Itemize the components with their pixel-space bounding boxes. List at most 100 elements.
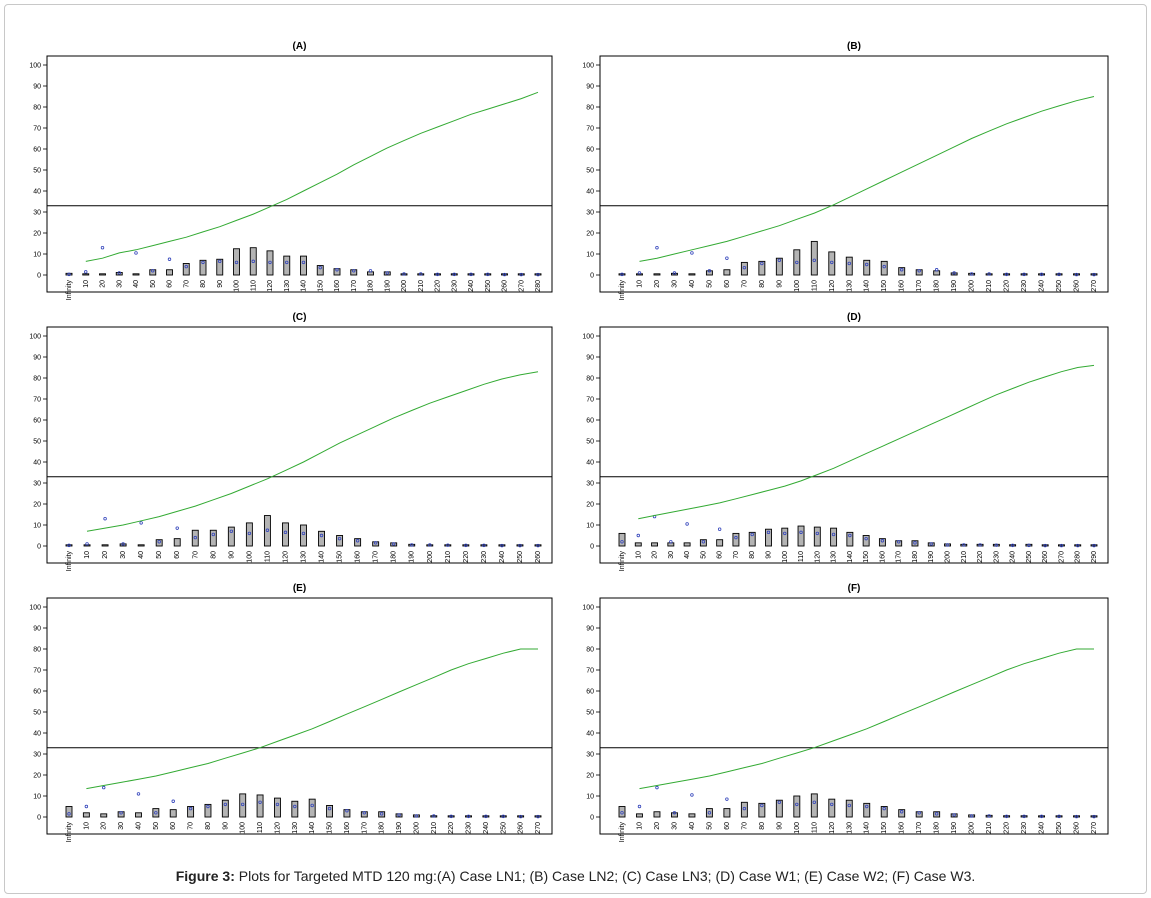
bar xyxy=(115,272,123,276)
x-tick-label: 60 xyxy=(170,822,177,830)
marker-point xyxy=(1059,543,1064,548)
caption-label: Figure 3: xyxy=(175,868,235,884)
marker-point xyxy=(900,268,904,272)
x-tick-label: 100 xyxy=(794,280,801,292)
bar xyxy=(1055,273,1063,276)
y-tick-label: 40 xyxy=(33,731,41,738)
x-tick-label: 160 xyxy=(899,280,906,292)
marker-point xyxy=(432,814,436,818)
marker-point xyxy=(672,811,677,815)
marker-point xyxy=(1076,543,1080,548)
marker-point xyxy=(188,806,193,811)
marker-point xyxy=(218,259,222,264)
marker-point xyxy=(1010,543,1015,548)
bar xyxy=(1003,815,1011,818)
marker-point xyxy=(830,260,834,265)
bar xyxy=(911,540,919,547)
marker-point xyxy=(1004,814,1009,819)
marker-point xyxy=(669,540,673,544)
x-tick-label: 120 xyxy=(814,551,821,563)
bar xyxy=(209,529,217,547)
x-tick-label: 260 xyxy=(1074,822,1081,834)
marker-point xyxy=(620,272,624,277)
marker-point xyxy=(335,268,339,272)
x-tick-label: 240 xyxy=(499,551,506,563)
marker-point xyxy=(486,272,490,277)
bar xyxy=(670,812,678,818)
marker-point xyxy=(337,536,342,541)
x-tick-label: 260 xyxy=(535,551,542,563)
y-tick-label: 90 xyxy=(33,84,41,91)
x-tick-label: 70 xyxy=(741,822,748,830)
bar xyxy=(534,273,542,276)
y-tick-label: 10 xyxy=(586,794,594,801)
x-tick-label: 230 xyxy=(993,551,1000,563)
x-tick-label: 150 xyxy=(317,280,324,292)
marker-point xyxy=(301,531,306,536)
x-tick-label: 140 xyxy=(309,822,316,834)
x-tick-label: 210 xyxy=(431,822,438,834)
marker-point xyxy=(518,814,523,819)
plot-frame-b xyxy=(599,55,1109,293)
x-tick-label: 270 xyxy=(1091,280,1098,292)
bar xyxy=(1009,544,1017,547)
x-tick-label: 20 xyxy=(654,822,661,830)
marker-point xyxy=(419,272,423,276)
x-tick-label: 220 xyxy=(435,280,442,292)
bar xyxy=(318,530,325,547)
marker-point xyxy=(464,543,468,548)
marker-point xyxy=(102,785,106,790)
marker-point xyxy=(1092,543,1096,548)
x-tick-label: 130 xyxy=(292,822,299,834)
x-tick-label: 250 xyxy=(1056,822,1063,834)
x-tick-label: 190 xyxy=(384,280,391,292)
x-tick-label: 70 xyxy=(183,280,190,288)
y-tick-label: 70 xyxy=(33,668,41,675)
bar xyxy=(775,257,783,276)
marker-point xyxy=(157,540,161,544)
marker-point xyxy=(1074,272,1079,277)
y-tick-label: 50 xyxy=(586,439,594,446)
bar xyxy=(1057,544,1065,547)
marker-point xyxy=(799,530,803,535)
x-tick-label: 160 xyxy=(344,822,351,834)
x-tick-label: 80 xyxy=(205,822,212,830)
chart-e: (E) 0 10 20 30 40 50 60 70 80 90 100 Infinity 10 20 30 4… xyxy=(29,583,553,842)
x-tick-label: 70 xyxy=(192,551,199,559)
marker-point xyxy=(265,528,270,532)
x-tick-label: 20 xyxy=(101,822,108,830)
bar xyxy=(444,544,452,547)
bar xyxy=(336,535,344,547)
marker-point xyxy=(865,804,869,809)
x-tick-label: 230 xyxy=(481,551,488,563)
marker-point xyxy=(725,797,729,801)
bar xyxy=(308,798,316,818)
marker-point xyxy=(327,806,332,811)
marker-point xyxy=(67,812,71,816)
bar xyxy=(797,525,805,547)
y-tick-label: 20 xyxy=(33,231,41,238)
x-tick-label: 210 xyxy=(445,551,452,563)
bar xyxy=(1025,543,1033,547)
y-tick-label: 0 xyxy=(590,544,594,551)
bar xyxy=(1055,815,1063,818)
bar xyxy=(1038,815,1046,818)
x-tick-label: 90 xyxy=(776,822,783,830)
y-tick-label: 90 xyxy=(33,626,41,633)
y-tick-label: 70 xyxy=(586,126,594,133)
marker-point xyxy=(167,257,172,261)
marker-point xyxy=(275,802,280,807)
y-tick-label: 70 xyxy=(586,397,594,404)
y-tick-label: 30 xyxy=(586,210,594,217)
x-tick-label: 250 xyxy=(1056,280,1063,292)
marker-point xyxy=(1022,272,1026,277)
x-tick-label: 90 xyxy=(765,551,772,559)
marker-point xyxy=(171,799,175,803)
x-tick-label: 30 xyxy=(116,280,123,288)
x-tick-label: 120 xyxy=(829,280,836,292)
marker-point xyxy=(368,269,373,273)
marker-point xyxy=(414,814,419,818)
plot-frame-a xyxy=(46,55,553,293)
x-tick-label: 10 xyxy=(83,822,90,830)
bar xyxy=(651,542,659,547)
